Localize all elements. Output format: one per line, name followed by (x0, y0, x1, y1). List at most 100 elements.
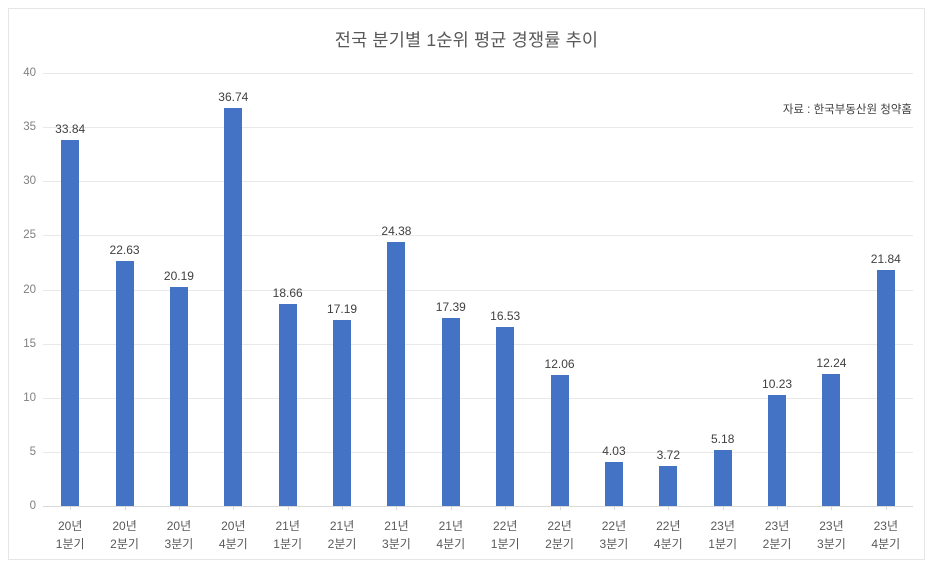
bar[interactable] (333, 319, 352, 506)
y-axis-tick-label: 40 (23, 67, 36, 79)
y-axis-tick-label: 30 (23, 175, 36, 188)
bar[interactable] (659, 465, 678, 506)
bar[interactable] (278, 304, 297, 506)
x-axis-tickmark (342, 506, 344, 510)
x-axis-tick-quarter: 4분기 (218, 537, 248, 551)
x-axis-tick-year: 23년 (819, 519, 844, 533)
bar-group: 21.84 23년 4분기 (859, 65, 913, 551)
x-axis-tickmark (450, 506, 452, 510)
x-axis-tick-quarter: 4분기 (653, 537, 683, 551)
bar[interactable] (496, 327, 515, 506)
gridline (43, 181, 913, 183)
x-axis-tick-quarter: 3분기 (382, 537, 411, 551)
x-axis-tick-label: 20년 1분기 (56, 517, 85, 553)
bar-group: 5.18 23년 1분기 (696, 65, 750, 551)
x-axis-tick-year: 23년 (873, 519, 899, 533)
y-axis-tick-label: 20 (23, 283, 36, 296)
x-axis-tick-quarter: 2분기 (762, 537, 792, 551)
bar-group: 16.53 22년 1분기 (478, 65, 532, 551)
bar-value-label: 33.84 (55, 121, 86, 136)
bar[interactable] (387, 242, 406, 506)
bar[interactable] (441, 317, 460, 506)
bar-group: 4.03 22년 3분기 (587, 65, 641, 551)
gridline (43, 73, 913, 74)
bar[interactable] (115, 261, 134, 506)
gridline (43, 506, 913, 507)
x-axis-tick-year: 22년 (601, 519, 627, 533)
bar-value-label: 16.53 (490, 309, 521, 324)
x-axis-tickmark (287, 506, 289, 510)
x-axis-tick-year: 22년 (547, 519, 572, 533)
gridline (43, 451, 913, 453)
x-axis-tick-label: 23년 3분기 (817, 517, 846, 553)
bar-series: 33.84 20년 1분기 22.63 20년 2분기 20.19 20년 3분기 36.74 20… (43, 65, 913, 551)
bar-value-label: 17.19 (327, 301, 358, 316)
x-axis-tick-label: 21년 4분기 (436, 517, 465, 553)
x-axis-tick-label: 21년 2분기 (328, 517, 357, 553)
bar-value-label: 17.39 (435, 299, 466, 314)
y-axis-tick-label: 35 (23, 121, 36, 134)
bar[interactable] (713, 449, 732, 506)
x-axis-tick-label: 20년 4분기 (219, 517, 248, 553)
x-axis-tickmark (70, 506, 72, 510)
bar-value-label: 5.18 (711, 431, 735, 446)
x-axis-tick-quarter: 2분기 (327, 537, 357, 551)
bar[interactable] (768, 395, 787, 506)
x-axis-tickmark (233, 506, 235, 510)
bar-value-label: 20.19 (163, 269, 194, 284)
x-axis-tick-year: 21년 (384, 519, 409, 533)
x-axis-tick-label: 20년 3분기 (165, 517, 194, 553)
bar-group: 17.19 21년 2분기 (315, 65, 369, 551)
x-axis-tickmark (885, 506, 887, 510)
bar-group: 10.23 23년 2분기 (750, 65, 804, 551)
bar-group: 22.63 20년 2분기 (97, 65, 151, 551)
x-axis-tick-label: 23년 1분기 (708, 517, 737, 553)
x-axis-tick-label: 22년 4분기 (654, 517, 683, 553)
bar[interactable] (169, 287, 188, 506)
bar[interactable] (61, 139, 80, 506)
bar-group: 20.19 20년 3분기 (152, 65, 206, 551)
bar-group: 17.39 21년 4분기 (424, 65, 478, 551)
x-axis-tick-label: 22년 3분기 (600, 517, 629, 553)
gridline (43, 343, 913, 345)
gridline (43, 127, 913, 129)
x-axis-tickmark (505, 506, 507, 510)
x-axis-tick-label: 21년 1분기 (273, 517, 302, 553)
x-axis-tick-quarter: 1분기 (708, 537, 738, 551)
bar-value-label: 18.66 (272, 286, 303, 301)
x-axis-tickmark (124, 506, 126, 510)
x-axis-tick-label: 22년 1분기 (491, 517, 520, 553)
gridline (43, 397, 913, 399)
x-axis-tickmark (613, 506, 615, 510)
x-axis-tick-year: 21년 (329, 519, 355, 533)
bar-value-label: 4.03 (602, 444, 626, 459)
bar-group: 18.66 21년 1분기 (261, 65, 315, 551)
x-axis-tick-year: 23년 (764, 519, 790, 533)
x-axis-tickmark (396, 506, 398, 510)
plot-area: 0 5 10 15 20 25 30 35 40 33.84 20년 1분기 22.63 20년 2분기 2… (23, 65, 913, 551)
y-axis-tick-label: 5 (29, 445, 36, 458)
x-axis-tick-label: 23년 2분기 (763, 517, 792, 553)
bar-group: 33.84 20년 1분기 (43, 65, 97, 551)
x-axis-tick-year: 20년 (112, 519, 137, 533)
bar[interactable] (550, 375, 569, 506)
x-axis-tick-year: 22년 (492, 519, 518, 533)
x-axis-tick-year: 23년 (710, 519, 735, 533)
bar[interactable] (822, 373, 841, 506)
gridline (43, 289, 913, 291)
x-axis-tick-year: 20년 (57, 519, 83, 533)
bar-group: 3.72 22년 4분기 (641, 65, 695, 551)
bar-group: 24.38 21년 3분기 (369, 65, 423, 551)
x-axis-tickmark (178, 506, 180, 510)
x-axis-tick-quarter: 3분기 (164, 537, 194, 551)
x-axis-tick-quarter: 2분기 (545, 537, 574, 551)
bar[interactable] (876, 269, 895, 506)
x-axis-tick-quarter: 4분기 (871, 537, 901, 551)
bar-group: 36.74 20년 4분기 (206, 65, 260, 551)
x-axis-tickmark (777, 506, 779, 510)
bar[interactable] (604, 462, 623, 506)
x-axis-tick-year: 20년 (221, 519, 246, 533)
bar-group: 12.24 23년 3분기 (804, 65, 858, 551)
bar[interactable] (224, 108, 243, 506)
x-axis-tick-label: 20년 2분기 (110, 517, 139, 553)
